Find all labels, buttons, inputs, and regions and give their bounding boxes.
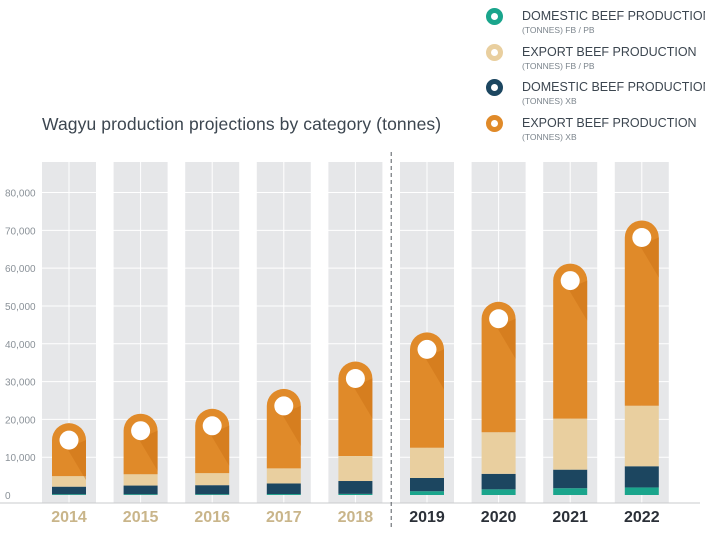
bar-segment xyxy=(553,263,588,419)
y-tick-label: 20,000 xyxy=(5,415,36,426)
y-tick-label: 60,000 xyxy=(5,264,36,275)
legend-swatch-ring-icon xyxy=(486,8,503,25)
bar-segment xyxy=(52,476,86,487)
bar-segment xyxy=(338,493,373,495)
bar-segment xyxy=(52,486,86,495)
legend-swatch-ring-icon xyxy=(486,79,503,96)
y-tick-label: 70,000 xyxy=(5,226,36,237)
bar-segment xyxy=(481,489,516,495)
legend-item-export-xb: EXPORT BEEF PRODUCTION (TONNES) XB xyxy=(486,113,701,149)
bar-top-marker xyxy=(489,309,509,329)
legend-unit: (TONNES) XB xyxy=(522,131,577,142)
bar-segment xyxy=(481,473,516,490)
bar-top-marker xyxy=(632,227,652,247)
bar-segment xyxy=(195,473,230,486)
y-tick-label: 10,000 xyxy=(5,453,36,464)
legend-unit: (TONNES) FB / PB xyxy=(522,60,595,71)
x-tick-label: 2020 xyxy=(481,509,517,526)
bar-segment xyxy=(195,485,230,495)
bar-shade xyxy=(639,237,659,278)
bar-segment xyxy=(553,469,588,489)
x-tick-label: 2015 xyxy=(123,509,159,526)
legend-unit: (TONNES) XB xyxy=(522,96,577,106)
bar-shade xyxy=(281,405,301,446)
chart-title: Wagyu production projections by category… xyxy=(42,114,442,134)
bar-segment xyxy=(123,485,158,495)
y-tick-label: 0 xyxy=(5,491,11,502)
bar-segment xyxy=(410,447,444,478)
bar-segment xyxy=(624,405,659,467)
bar-shade xyxy=(568,280,588,321)
legend-swatch-ring-icon xyxy=(486,114,503,132)
legend-label: DOMESTIC BEEF PRODUCTION xyxy=(522,9,705,23)
bar-segment xyxy=(624,487,659,495)
legend-label: EXPORT BEEF PRODUCTION xyxy=(522,115,697,130)
bar-segment xyxy=(266,468,301,484)
bar-top-marker xyxy=(345,369,365,389)
bar-segment xyxy=(481,301,516,433)
bar-segment xyxy=(123,494,158,495)
bar-segment xyxy=(123,474,158,486)
x-tick-label: 2021 xyxy=(552,509,588,526)
bar-segment xyxy=(481,432,516,474)
bar-segment xyxy=(553,418,588,470)
bar-segment xyxy=(410,491,444,495)
bar-top-marker xyxy=(202,416,222,436)
x-tick-label: 2016 xyxy=(194,509,230,526)
legend-item-export-fbpb: EXPORT BEEF PRODUCTION (TONNES) FB / PB xyxy=(486,42,701,78)
bar-shade xyxy=(353,378,373,419)
x-tick-label: 2017 xyxy=(266,509,302,526)
x-tick-label: 2019 xyxy=(409,509,445,526)
y-tick-label: 50,000 xyxy=(5,302,36,313)
bar-top-marker xyxy=(131,421,151,441)
bar-segment xyxy=(338,481,373,494)
bar-segment xyxy=(624,466,659,488)
bar-segment xyxy=(553,488,588,495)
y-tick-label: 80,000 xyxy=(5,189,36,200)
bar-segment xyxy=(266,483,301,495)
bar-segment xyxy=(52,494,86,495)
bar-top-marker xyxy=(59,430,79,450)
bar-segment xyxy=(624,220,659,406)
y-tick-label: 40,000 xyxy=(5,340,36,351)
bar-top-marker xyxy=(417,339,437,359)
bar-shade xyxy=(138,430,158,471)
bar-segment xyxy=(266,494,301,495)
bar-segment xyxy=(338,361,373,457)
y-tick-label: 30,000 xyxy=(5,378,36,389)
legend-unit: (TONNES) FB / PB xyxy=(522,25,595,35)
legend-item-domestic-fbpb: DOMESTIC BEEF PRODUCTION (TONNES) FB / P… xyxy=(486,6,705,42)
x-tick-label: 2022 xyxy=(624,509,660,526)
legend-item-domestic-xb: DOMESTIC BEEF PRODUCTION (TONNES) XB xyxy=(486,77,705,113)
bar-segment xyxy=(410,332,444,448)
bar-segment xyxy=(195,494,230,495)
legend-label: DOMESTIC BEEF PRODUCTION xyxy=(522,80,705,94)
bar-segment xyxy=(410,477,444,492)
bar-shade xyxy=(425,349,444,390)
bar-shade xyxy=(67,440,86,481)
bar-segment xyxy=(338,456,373,482)
bar-top-marker xyxy=(274,396,294,416)
legend-swatch-ring-icon xyxy=(486,43,503,61)
bar-top-marker xyxy=(560,271,580,291)
chart-legend: DOMESTIC BEEF PRODUCTION (TONNES) FB / P… xyxy=(486,6,705,149)
bar-shade xyxy=(496,318,516,359)
bar-shade xyxy=(210,425,230,466)
legend-label: EXPORT BEEF PRODUCTION xyxy=(522,44,697,59)
x-tick-label: 2018 xyxy=(338,509,374,526)
x-tick-label: 2014 xyxy=(51,509,87,526)
